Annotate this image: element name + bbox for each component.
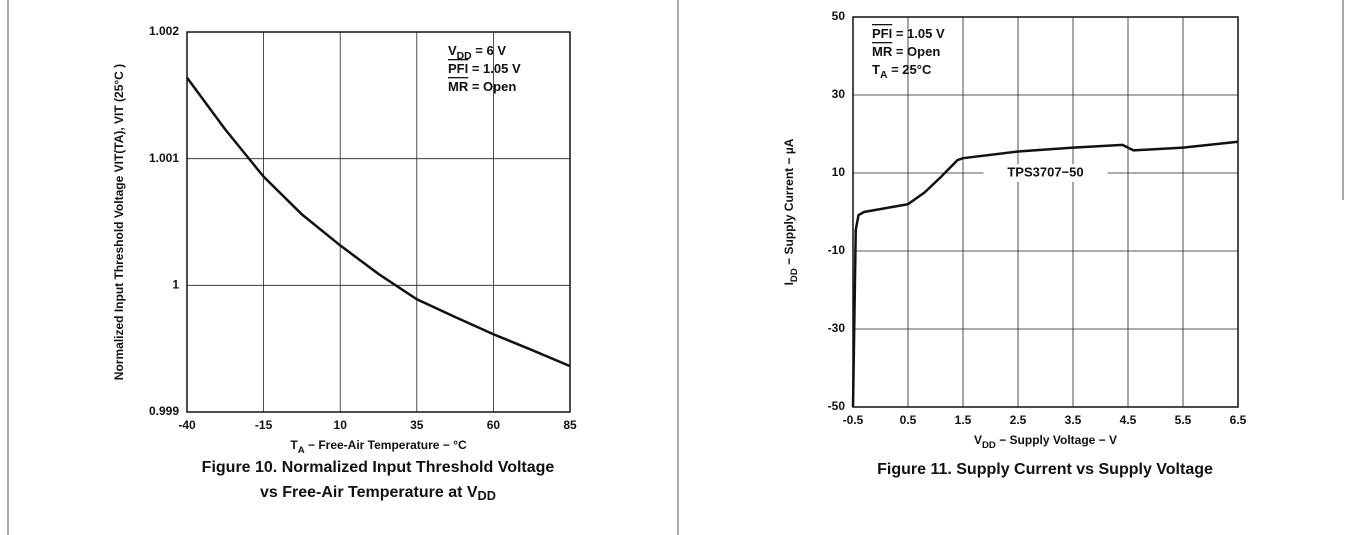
caption: vs Free-Air Temperature at VDD	[260, 484, 496, 503]
text-part: = 1.05 V	[468, 61, 521, 76]
y-axis-label: Normalized Input Threshold Voltage VIT(T…	[112, 64, 126, 380]
x-tick-label: 60	[487, 418, 501, 432]
text-part: = Open	[468, 79, 516, 94]
x-tick-label: -0.5	[843, 413, 864, 427]
text-part: A	[880, 70, 888, 81]
y-tick-label: -30	[828, 321, 846, 335]
text-part: = 1.05 V	[892, 26, 945, 41]
y-tick-label: 1.001	[149, 151, 179, 165]
text-part: Normalized Input Threshold Voltage VIT(T…	[112, 64, 126, 380]
caption: Figure 10. Normalized Input Threshold Vo…	[202, 459, 555, 476]
x-tick-label: 5.5	[1175, 413, 1192, 427]
annotation: VDD = 6 V	[448, 43, 506, 61]
series-label-bg	[983, 164, 1108, 182]
text-part: DD	[982, 440, 996, 451]
caption: Figure 11. Supply Current vs Supply Volt…	[877, 461, 1213, 478]
x-tick-label: 85	[563, 418, 577, 432]
text-part: DD	[789, 268, 800, 282]
text-part: Figure 11. Supply Current vs Supply Volt…	[877, 461, 1213, 478]
text-part: MR	[872, 44, 893, 59]
text-part: vs Free-Air Temperature at V	[260, 484, 478, 501]
x-tick-label: 4.5	[1120, 413, 1137, 427]
x-tick-label: 2.5	[1010, 413, 1027, 427]
x-tick-label: 35	[410, 418, 424, 432]
text-part: − Supply Voltage − V	[996, 433, 1117, 447]
y-tick-label: -10	[828, 243, 846, 257]
text-part: T	[872, 62, 880, 77]
text-part: MR	[448, 79, 469, 94]
annotation: MR = Open	[448, 79, 516, 94]
y-tick-label: 0.999	[149, 404, 179, 418]
text-part: = 6 V	[472, 43, 507, 58]
x-tick-label: 1.5	[955, 413, 972, 427]
text-part: T	[290, 438, 298, 452]
text-part: DD	[478, 488, 496, 503]
text-part: − Free-Air Temperature − °C	[305, 438, 467, 452]
text-part: DD	[457, 51, 473, 62]
x-tick-label: 0.5	[900, 413, 917, 427]
y-tick-label: 30	[832, 87, 846, 101]
text-part: = Open	[892, 44, 940, 59]
text-part: PFI	[448, 61, 468, 76]
y-tick-label: -50	[828, 399, 846, 413]
annotation: TA = 25°C	[872, 62, 932, 80]
text-part: V	[974, 433, 982, 447]
y-tick-label: 50	[832, 9, 846, 23]
text-part: = 25°C	[887, 62, 931, 77]
x-axis-label: VDD − Supply Voltage − V	[974, 433, 1117, 450]
annotation: PFI = 1.05 V	[872, 26, 945, 41]
y-tick-label: 10	[832, 165, 846, 179]
x-tick-label: 10	[334, 418, 348, 432]
annotation: PFI = 1.05 V	[448, 61, 521, 76]
x-tick-label: 3.5	[1065, 413, 1082, 427]
data-line	[185, 76, 571, 368]
annotation: MR = Open	[872, 44, 940, 59]
data-line	[851, 140, 1239, 408]
x-tick-label: 6.5	[1230, 413, 1247, 427]
x-axis-label: TA − Free-Air Temperature − °C	[290, 438, 467, 455]
text-part: A	[298, 445, 305, 456]
x-tick-label: -40	[178, 418, 196, 432]
plot-frame	[186, 31, 571, 413]
text-part: − Supply Current − µA	[782, 138, 796, 268]
text-part: Figure 10. Normalized Input Threshold Vo…	[202, 459, 555, 476]
series-label: TPS3707−50	[1007, 164, 1083, 179]
text-part: PFI	[872, 26, 892, 41]
plot-frame	[852, 16, 1239, 408]
y-tick-label: 1	[172, 278, 179, 292]
text-part: I	[782, 282, 796, 285]
x-tick-label: -15	[255, 418, 273, 432]
text-part: V	[448, 43, 457, 58]
y-tick-label: 1.002	[149, 24, 179, 38]
y-axis-label: IDD − Supply Current − µA	[782, 138, 799, 285]
